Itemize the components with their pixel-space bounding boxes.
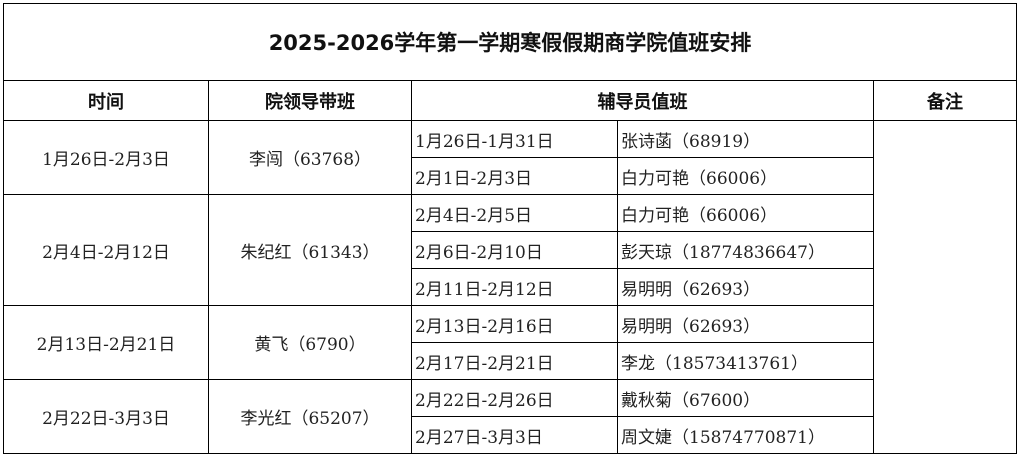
shift-date-cell: 2月27日-3月3日 (411, 416, 618, 454)
shift-person-cell: 易明明（62693） (617, 305, 874, 343)
shift-person-cell: 易明明（62693） (617, 268, 874, 306)
page-title: 2025-2026学年第一学期寒假假期商学院值班安排 (3, 3, 1017, 81)
table-row: 2月27日-3月3日 周文婕（15874770871） (4, 416, 1017, 454)
duty-schedule-table: 2025-2026学年第一学期寒假假期商学院值班安排 时间 院领导带班 辅导员值… (3, 3, 1017, 454)
table-row: 2月6日-2月10日 彭天琼（18774836647） (4, 231, 1017, 269)
shift-date-cell: 2月13日-2月16日 (411, 305, 618, 343)
shift-person-cell: 白力可艳（66006） (617, 157, 874, 195)
shift-date-cell: 2月11日-2月12日 (411, 268, 618, 306)
leader-cell: 黄飞（6790） (208, 305, 412, 380)
table-row: 2月4日-2月12日 朱纪红（61343） 2月4日-2月5日 白力可艳（66006） (3, 194, 1017, 306)
shift-date-cell: 2月1日-2月3日 (411, 157, 618, 195)
leader-cell: 李光红（65207） (208, 379, 412, 454)
shift-person-cell: 李龙（18573413761） (617, 342, 874, 380)
shift-date-cell: 2月6日-2月10日 (411, 231, 618, 269)
shift-person-cell: 白力可艳（66006） (617, 194, 874, 232)
shift-person-cell: 戴秋菊（67600） (617, 379, 874, 417)
table-row: 1月26日-2月3日 李闯（63768） 1月26日-1月31日 张诗菡（68919） (3, 120, 1017, 454)
leader-cell: 李闯（63768） (208, 120, 412, 195)
period-cell: 2月13日-2月21日 (3, 305, 209, 380)
header-notes: 备注 (873, 80, 1017, 121)
table-row: 2月1日-2月3日 白力可艳（66006） (4, 157, 1017, 195)
period-cell: 2月22日-3月3日 (3, 379, 209, 454)
notes-cell (873, 120, 1017, 454)
period-cell: 2月4日-2月12日 (3, 194, 209, 306)
leader-cell: 朱纪红（61343） (208, 194, 412, 306)
shift-date-cell: 1月26日-1月31日 (411, 120, 618, 158)
header-counselor: 辅导员值班 (411, 80, 874, 121)
shift-date-cell: 2月4日-2月5日 (411, 194, 618, 232)
table-row: 2月17日-2月21日 李龙（18573413761） (4, 342, 1017, 380)
header-time: 时间 (3, 80, 209, 121)
table-row: 2月11日-2月12日 易明明（62693） (4, 268, 1017, 306)
table-row: 2月22日-3月3日 李光红（65207） 2月22日-2月26日 戴秋菊（67600… (3, 379, 1017, 454)
shift-date-cell: 2月22日-2月26日 (411, 379, 618, 417)
period-cell: 1月26日-2月3日 (3, 120, 209, 195)
shift-person-cell: 彭天琼（18774836647） (617, 231, 874, 269)
shift-date-cell: 2月17日-2月21日 (411, 342, 618, 380)
shift-person-cell: 张诗菡（68919） (617, 120, 874, 158)
header-leader: 院领导带班 (208, 80, 412, 121)
table-row: 2月13日-2月21日 黄飞（6790） 2月13日-2月16日 易明明（62693） (3, 305, 1017, 380)
shift-person-cell: 周文婕（15874770871） (617, 416, 874, 454)
